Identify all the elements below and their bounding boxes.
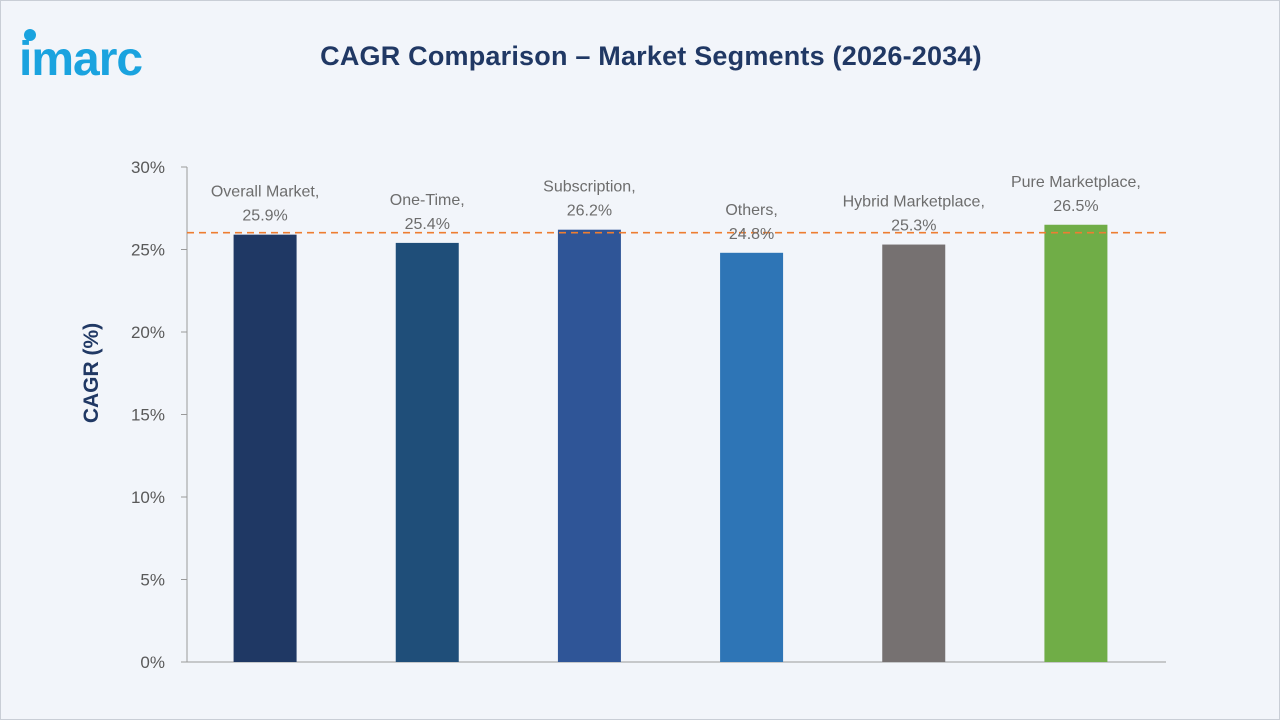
y-tick-label: 25%: [131, 241, 165, 260]
y-tick-label: 10%: [131, 488, 165, 507]
bar-others: [720, 252, 784, 663]
y-tick-label: 15%: [131, 406, 165, 425]
data-label-value: 24.8%: [729, 226, 774, 243]
chart-title: CAGR Comparison – Market Segments (2026-…: [320, 41, 982, 71]
data-label-category: Overall Market,: [211, 184, 319, 201]
data-label-value: 26.2%: [567, 203, 612, 220]
bar-subscription: [557, 229, 621, 662]
bar-pure-marketplace: [1044, 224, 1108, 662]
logo-text: imarc: [19, 33, 142, 86]
data-label-category: Pure Marketplace,: [1011, 174, 1141, 191]
data-label-category: Others,: [725, 202, 777, 219]
logo-dot: [24, 29, 36, 41]
data-label-value: 25.4%: [405, 216, 450, 233]
y-tick-label: 0%: [140, 653, 165, 672]
data-label-category: Hybrid Marketplace,: [843, 194, 985, 211]
data-label-category: Subscription,: [543, 179, 636, 196]
y-axis-title: CAGR (%): [80, 323, 103, 423]
data-label-value: 25.9%: [242, 208, 287, 225]
y-tick-label: 20%: [131, 323, 165, 342]
bar-one-time: [395, 242, 459, 662]
data-label-category: One-Time,: [390, 192, 465, 209]
y-tick-label: 5%: [140, 571, 165, 590]
bar-hybrid-marketplace: [882, 244, 946, 663]
y-tick-label: 30%: [131, 158, 165, 177]
data-label-value: 25.3%: [891, 218, 936, 235]
imarc-logo: imarc: [19, 29, 143, 86]
data-label-value: 26.5%: [1053, 198, 1098, 215]
bar-overall-market: [233, 234, 297, 662]
